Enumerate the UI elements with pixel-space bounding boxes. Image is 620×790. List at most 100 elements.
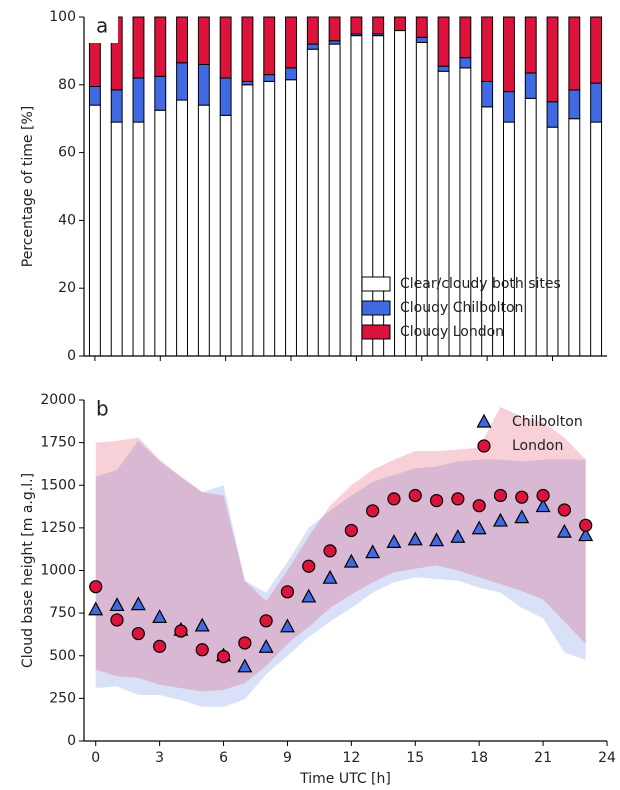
y-tick-label: 500 — [49, 648, 76, 664]
data-point — [471, 520, 487, 535]
y-axis-label: Cloud base height [m a.g.l.] — [20, 473, 36, 668]
bar-segment — [197, 16, 210, 65]
x-tick-label: 3 — [155, 750, 164, 766]
bar-segment — [154, 16, 167, 77]
bar-segment — [546, 126, 559, 357]
bar-segment — [502, 121, 515, 357]
data-point — [450, 528, 466, 543]
data-point — [451, 492, 465, 506]
data-point — [259, 614, 273, 628]
bar-segment — [481, 106, 494, 357]
x-tick-label: 12 — [342, 750, 360, 766]
legend-label: Cloudy Chilbolton — [400, 300, 523, 316]
bar-segment — [176, 16, 189, 64]
data-point — [408, 488, 422, 503]
bar-segment — [415, 16, 428, 38]
bar-segment — [524, 72, 537, 99]
x-tick-label: 6 — [219, 750, 228, 766]
bar-segment — [241, 80, 254, 86]
bar-segment — [568, 16, 581, 91]
data-point — [130, 596, 146, 611]
legend-label: Chilbolton — [512, 414, 583, 430]
data-point — [387, 492, 401, 506]
bar-segment — [459, 16, 472, 59]
bar-segment — [132, 16, 145, 79]
bar-segment — [88, 104, 101, 357]
data-point — [557, 503, 571, 517]
bar-segment — [110, 89, 123, 123]
x-tick-label: 9 — [283, 750, 292, 766]
data-point — [579, 518, 593, 532]
bar-segment — [263, 80, 276, 357]
bar-segment — [197, 63, 210, 106]
x-tick-label: 15 — [406, 750, 424, 766]
bar-segment — [197, 104, 210, 357]
data-point — [493, 488, 508, 503]
data-point — [365, 544, 381, 559]
data-point — [279, 618, 295, 633]
bar-segment — [568, 118, 581, 357]
data-point — [152, 609, 168, 623]
x-tick-label: 0 — [91, 750, 100, 766]
legend-label: Clear/cloudy both sites — [400, 276, 561, 292]
data-point — [556, 523, 572, 538]
data-point — [429, 532, 445, 547]
bar-segment — [176, 99, 189, 357]
bar-segment — [502, 16, 515, 93]
bar-segment — [263, 16, 276, 76]
bar-segment — [437, 16, 450, 67]
data-point — [88, 601, 104, 616]
x-tick-label: 24 — [598, 750, 616, 766]
bar-segment — [459, 57, 472, 69]
bar-segment — [132, 121, 145, 357]
data-point — [322, 569, 338, 584]
bar-segment — [415, 36, 428, 43]
bar-segment — [328, 40, 341, 45]
data-point — [110, 613, 124, 627]
data-point — [195, 643, 209, 657]
bar-segment — [241, 84, 254, 357]
y-tick-label: 0 — [67, 348, 76, 364]
bar-segment — [568, 89, 581, 120]
bar-segment — [88, 85, 101, 106]
panel-label: a — [96, 14, 108, 38]
data-point — [386, 534, 402, 548]
bar-segment — [285, 16, 297, 69]
panel-label: b — [96, 397, 109, 421]
y-tick-label: 1000 — [40, 563, 76, 579]
y-tick-label: 2000 — [40, 392, 76, 408]
bar-segment — [350, 16, 363, 35]
bar-segment — [263, 74, 276, 82]
legend-label: London — [512, 438, 563, 454]
bar-segment — [590, 121, 603, 357]
y-tick-label: 750 — [49, 605, 76, 621]
legend-swatch — [361, 324, 391, 340]
bar-segment — [481, 80, 494, 108]
data-point — [344, 523, 358, 538]
y-axis-label: Percentage of time [%] — [20, 106, 36, 267]
data-point — [237, 658, 253, 673]
legend-marker — [477, 439, 491, 453]
x-axis-label: Time UTC [h] — [299, 771, 391, 787]
y-tick-label: 0 — [67, 733, 76, 749]
data-point — [323, 544, 337, 558]
data-point — [472, 499, 486, 513]
data-point — [258, 638, 274, 653]
data-point — [535, 498, 551, 513]
bar-segment — [306, 48, 319, 357]
data-point — [536, 488, 550, 503]
data-point — [366, 504, 380, 518]
bar-segment — [481, 16, 494, 82]
bar-segment — [502, 91, 515, 123]
bar-segment — [154, 109, 167, 357]
legend-swatch — [361, 300, 391, 316]
data-point — [578, 527, 594, 542]
range-band — [95, 440, 586, 707]
bar-segment — [546, 16, 559, 103]
bar-segment — [176, 62, 189, 101]
bar-segment — [437, 65, 450, 72]
data-point — [238, 636, 252, 650]
data-point — [515, 490, 529, 504]
bar-segment — [154, 75, 167, 111]
